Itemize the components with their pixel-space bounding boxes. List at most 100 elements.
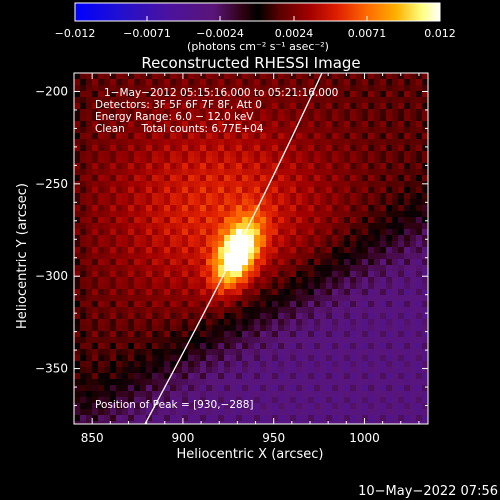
map-pixel: [188, 271, 194, 277]
map-pixel: [86, 421, 92, 424]
map-pixel: [146, 283, 152, 289]
map-pixel: [206, 397, 212, 403]
map-pixel: [74, 313, 80, 319]
map-pixel: [230, 295, 236, 301]
map-pixel: [344, 295, 350, 301]
map-pixel: [302, 289, 308, 295]
map-pixel: [188, 247, 194, 253]
map-pixel: [80, 217, 86, 223]
map-pixel: [374, 211, 380, 217]
map-pixel: [380, 163, 386, 169]
map-pixel: [152, 133, 158, 139]
map-pixel: [404, 235, 410, 241]
map-pixel: [350, 151, 356, 157]
map-pixel: [104, 301, 110, 307]
map-pixel: [104, 373, 110, 379]
map-pixel: [374, 259, 380, 265]
map-pixel: [182, 121, 188, 127]
map-pixel: [188, 229, 194, 235]
map-pixel: [86, 343, 92, 349]
map-pixel: [422, 349, 428, 355]
map-pixel: [236, 271, 242, 277]
map-pixel: [362, 181, 368, 187]
map-pixel: [332, 193, 338, 199]
map-pixel: [362, 211, 368, 217]
map-pixel: [272, 379, 278, 385]
map-pixel: [326, 385, 332, 391]
map-pixel: [146, 271, 152, 277]
map-pixel: [332, 223, 338, 229]
map-pixel: [248, 181, 254, 187]
map-pixel: [182, 187, 188, 193]
map-pixel: [176, 223, 182, 229]
map-pixel: [98, 403, 104, 409]
map-pixel: [188, 343, 194, 349]
map-pixel: [380, 289, 386, 295]
map-pixel: [200, 139, 206, 145]
map-pixel: [278, 175, 284, 181]
map-pixel: [218, 181, 224, 187]
map-pixel: [122, 91, 128, 97]
map-pixel: [104, 199, 110, 205]
map-pixel: [194, 271, 200, 277]
map-pixel: [404, 109, 410, 115]
map-pixel: [314, 355, 320, 361]
map-pixel: [212, 193, 218, 199]
map-pixel: [320, 127, 326, 133]
map-pixel: [152, 73, 158, 79]
map-pixel: [80, 175, 86, 181]
map-pixel: [380, 85, 386, 91]
map-pixel: [308, 319, 314, 325]
map-pixel: [314, 133, 320, 139]
map-pixel: [332, 253, 338, 259]
map-pixel: [248, 307, 254, 313]
map-pixel: [182, 241, 188, 247]
map-pixel: [320, 313, 326, 319]
map-pixel: [236, 379, 242, 385]
map-pixel: [380, 229, 386, 235]
map-pixel: [314, 151, 320, 157]
map-pixel: [242, 361, 248, 367]
map-pixel: [380, 175, 386, 181]
map-pixel: [152, 241, 158, 247]
map-pixel: [164, 325, 170, 331]
map-pixel: [230, 319, 236, 325]
map-pixel: [212, 85, 218, 91]
map-pixel: [200, 301, 206, 307]
map-pixel: [374, 175, 380, 181]
map-pixel: [320, 283, 326, 289]
map-pixel: [254, 301, 260, 307]
map-pixel: [362, 241, 368, 247]
map-pixel: [92, 361, 98, 367]
map-pixel: [254, 271, 260, 277]
map-pixel: [374, 415, 380, 421]
map-pixel: [338, 145, 344, 151]
map-pixel: [374, 193, 380, 199]
map-pixel: [122, 307, 128, 313]
map-pixel: [374, 145, 380, 151]
map-pixel: [164, 139, 170, 145]
map-pixel: [350, 103, 356, 109]
map-pixel: [314, 319, 320, 325]
map-pixel: [74, 133, 80, 139]
map-pixel: [308, 145, 314, 151]
map-pixel: [170, 145, 176, 151]
map-pixel: [188, 109, 194, 115]
map-pixel: [158, 379, 164, 385]
map-pixel: [326, 277, 332, 283]
map-pixel: [176, 175, 182, 181]
map-pixel: [122, 109, 128, 115]
map-pixel: [122, 349, 128, 355]
map-pixel: [134, 313, 140, 319]
map-pixel: [290, 85, 296, 91]
map-pixel: [284, 217, 290, 223]
map-pixel: [338, 283, 344, 289]
map-pixel: [380, 79, 386, 85]
map-pixel: [278, 187, 284, 193]
map-pixel: [176, 385, 182, 391]
map-pixel: [140, 271, 146, 277]
map-pixel: [122, 319, 128, 325]
map-pixel: [212, 109, 218, 115]
map-pixel: [80, 379, 86, 385]
map-pixel: [278, 205, 284, 211]
